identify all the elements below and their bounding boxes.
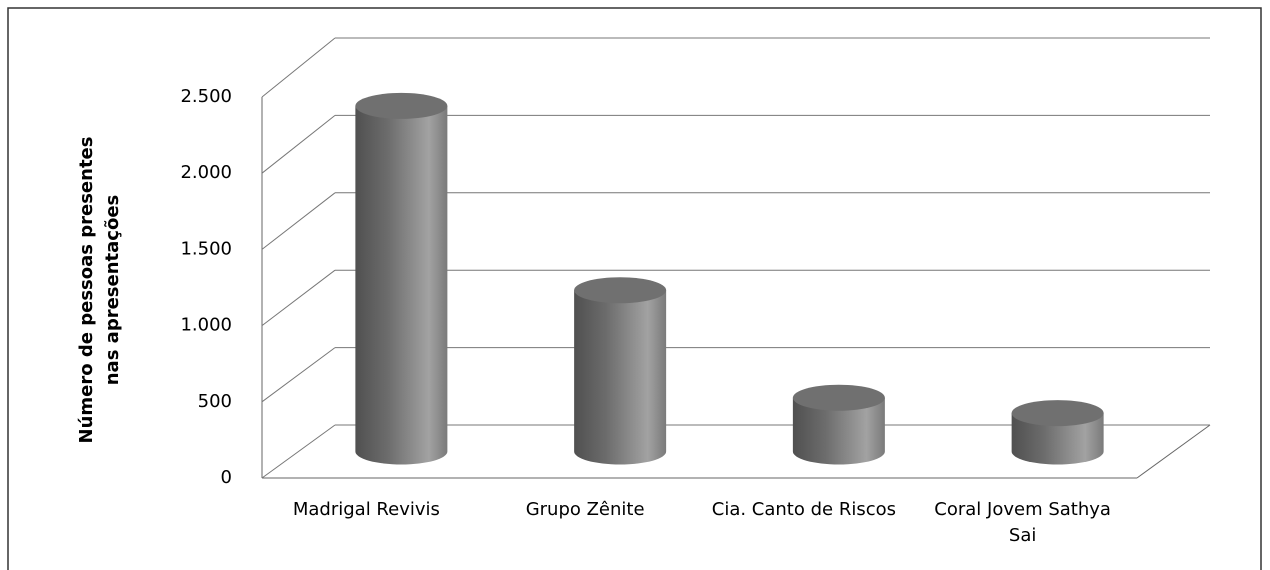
bar	[574, 290, 667, 465]
grid-line	[261, 269, 336, 326]
y-axis-title: Número de pessoas presentes nas apresent…	[76, 136, 123, 444]
y-tick-label: 1.500	[180, 238, 232, 259]
y-tick-label: 500	[198, 391, 232, 412]
x-tick-label: Cia. Canto de Riscos	[711, 499, 896, 520]
bar-top	[792, 384, 885, 411]
y-tick-label: 2.500	[180, 86, 232, 107]
x-tick-label: Coral Jovem Sathya Sai	[934, 499, 1111, 546]
y-tick-label: 2.000	[180, 162, 232, 183]
bar	[355, 105, 448, 465]
x-tick-label: Grupo Zênite	[525, 499, 645, 520]
bar	[1011, 413, 1104, 465]
floor-right	[1136, 424, 1211, 479]
grid-line	[261, 347, 336, 403]
bar-top	[574, 277, 667, 304]
x-tick-label: Madrigal Revivis	[292, 499, 440, 520]
grid-line	[261, 37, 336, 98]
frame	[7, 7, 1262, 570]
y-tick-label: 1.000	[180, 315, 232, 336]
grid-line	[261, 115, 336, 174]
y-tick-label: 0	[221, 467, 232, 488]
bar	[792, 397, 885, 465]
bar-top	[1011, 400, 1104, 427]
grid-line	[261, 192, 336, 250]
bar-top	[355, 92, 448, 119]
grid-line	[261, 424, 336, 479]
